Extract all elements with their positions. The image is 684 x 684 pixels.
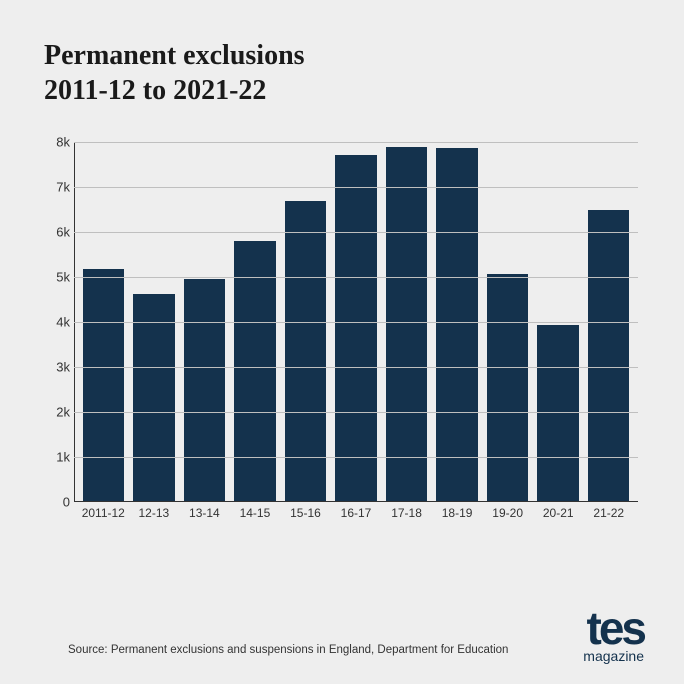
x-tick-label: 20-21 <box>533 506 584 520</box>
gridline <box>74 412 638 413</box>
bar <box>234 241 275 502</box>
y-tick-label: 6k <box>40 225 70 240</box>
y-tick-label: 8k <box>40 135 70 150</box>
y-axis: 01k2k3k4k5k6k7k8k <box>40 142 74 502</box>
gridline <box>74 187 638 188</box>
x-tick-label: 18-19 <box>432 506 483 520</box>
gridline <box>74 142 638 143</box>
x-tick-label: 2011-12 <box>78 506 129 520</box>
gridline <box>74 232 638 233</box>
logo-sub: magazine <box>583 651 644 662</box>
x-tick-label: 14-15 <box>230 506 281 520</box>
title-line-2: 2011-12 to 2021-22 <box>44 75 266 106</box>
x-tick-label: 16-17 <box>331 506 382 520</box>
bar <box>335 155 376 502</box>
y-tick-label: 4k <box>40 315 70 330</box>
x-tick-label: 13-14 <box>179 506 230 520</box>
plot-area <box>74 142 638 502</box>
bar <box>487 274 528 502</box>
chart-title: Permanent exclusions 2011-12 to 2021-22 <box>44 38 640 108</box>
y-tick-label: 2k <box>40 405 70 420</box>
bar <box>83 269 124 502</box>
x-tick-label: 19-20 <box>482 506 533 520</box>
x-axis-line <box>74 501 638 502</box>
x-tick-label: 15-16 <box>280 506 331 520</box>
source-text: Source: Permanent exclusions and suspens… <box>68 644 508 656</box>
y-tick-label: 7k <box>40 180 70 195</box>
bar <box>133 294 174 502</box>
y-tick-label: 0 <box>40 495 70 510</box>
gridline <box>74 322 638 323</box>
title-line-1: Permanent exclusions <box>44 40 305 71</box>
gridline <box>74 277 638 278</box>
gridline <box>74 367 638 368</box>
bar <box>184 279 225 502</box>
bar <box>588 210 629 503</box>
bar <box>537 325 578 502</box>
x-tick-label: 21-22 <box>583 506 634 520</box>
bar <box>436 148 477 502</box>
bar <box>386 147 427 503</box>
brand-logo: tes magazine <box>583 611 644 662</box>
logo-main: tes <box>587 602 644 654</box>
y-tick-label: 3k <box>40 360 70 375</box>
y-tick-label: 5k <box>40 270 70 285</box>
x-axis-labels: 2011-1212-1313-1414-1515-1616-1717-1818-… <box>74 506 638 520</box>
x-tick-label: 17-18 <box>381 506 432 520</box>
bar-chart: 01k2k3k4k5k6k7k8k 2011-1212-1313-1414-15… <box>40 142 638 542</box>
y-tick-label: 1k <box>40 450 70 465</box>
x-tick-label: 12-13 <box>129 506 180 520</box>
gridline <box>74 457 638 458</box>
